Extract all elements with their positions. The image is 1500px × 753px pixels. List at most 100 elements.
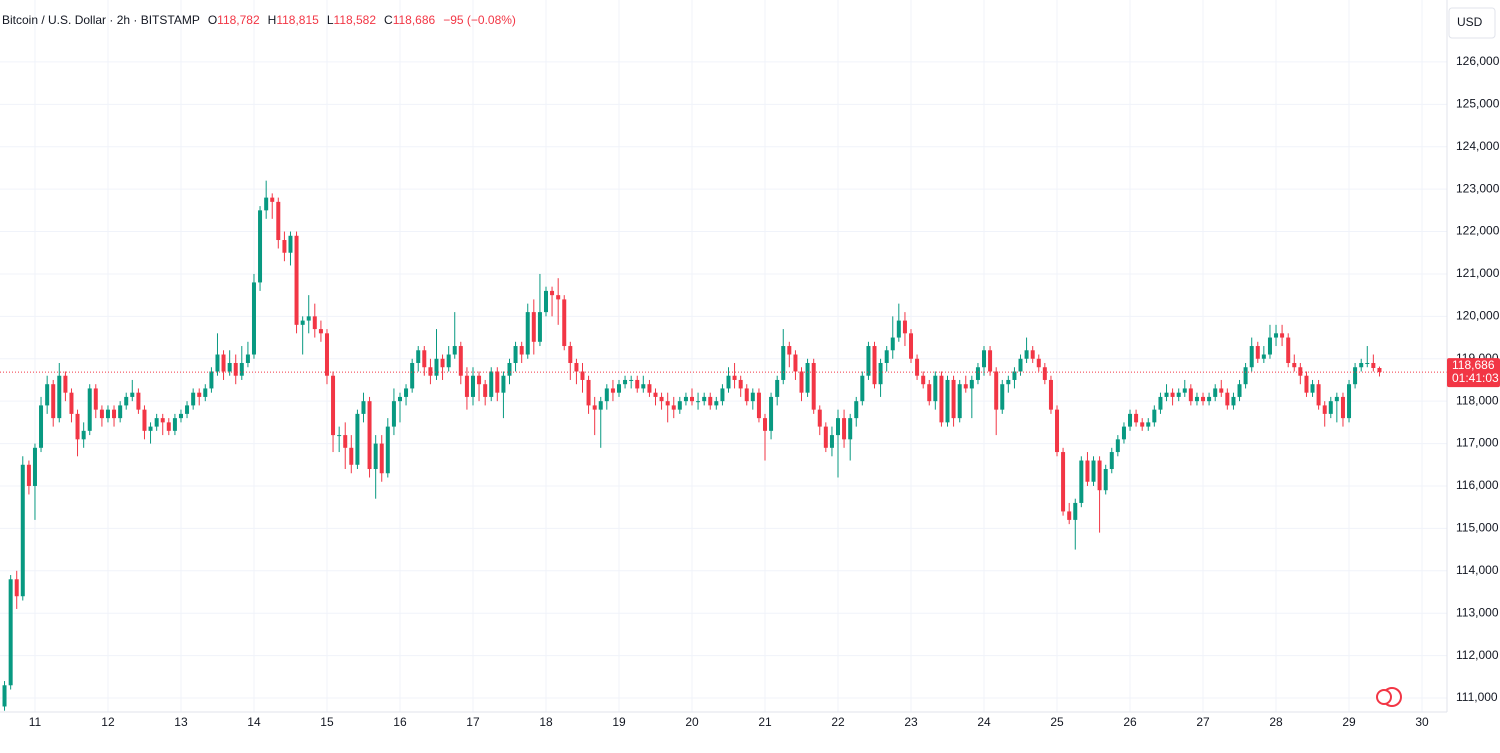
candle-body: [909, 333, 914, 359]
candle-body: [647, 384, 652, 393]
candle-body: [1292, 362, 1297, 368]
candle-body: [598, 401, 603, 410]
candle-body: [1267, 337, 1272, 355]
candle-body: [1182, 388, 1187, 393]
candle-body: [1353, 367, 1358, 385]
candle-body: [1000, 384, 1005, 410]
candle-body: [671, 405, 676, 410]
candle-body: [410, 362, 415, 389]
candle-body: [1018, 358, 1023, 372]
candle-body: [507, 362, 512, 376]
candle-body: [915, 358, 920, 376]
candle-body: [470, 375, 475, 397]
legend-key: C: [384, 13, 393, 27]
candle-body: [1225, 392, 1230, 406]
candle-body: [32, 447, 37, 486]
candle-body: [501, 375, 506, 393]
candle-body: [689, 396, 694, 402]
currency-box[interactable]: [1448, 7, 1496, 39]
candle-body: [1194, 396, 1199, 402]
candle-body: [20, 464, 25, 597]
candle-body: [708, 396, 713, 406]
candle-body: [1347, 384, 1352, 419]
candle-body: [337, 435, 342, 437]
candle-body: [1030, 350, 1035, 359]
candle-body: [1359, 362, 1364, 368]
candle-body: [982, 350, 987, 368]
candle-body: [215, 354, 220, 372]
candle-body: [781, 346, 786, 380]
candle-body: [1024, 350, 1029, 359]
candle-body: [112, 409, 117, 419]
candle-body: [568, 346, 573, 363]
candle-body: [172, 418, 177, 431]
candle-body: [604, 388, 609, 402]
candle-body: [1103, 469, 1108, 491]
candle-body: [683, 396, 688, 402]
candle-body: [1243, 367, 1248, 385]
candle-body: [239, 362, 244, 376]
y-tick-label: 125,000: [1456, 96, 1500, 110]
flag-circle: [1376, 689, 1392, 705]
candle-body: [209, 371, 214, 389]
candle-body: [1213, 388, 1218, 397]
candle-body: [1109, 452, 1114, 470]
candle-body: [836, 418, 841, 436]
candle-body: [1006, 379, 1011, 385]
candle-body: [270, 197, 275, 202]
candle-body: [166, 422, 171, 431]
candle-body: [203, 388, 208, 397]
candle-body: [848, 418, 853, 440]
candle-body: [75, 413, 80, 440]
candle-body: [738, 379, 743, 389]
candle-body: [556, 295, 561, 300]
candle-body: [495, 371, 500, 393]
candle-body: [361, 401, 366, 414]
candle-body: [890, 337, 895, 351]
candle-body: [1280, 333, 1285, 338]
candle-body: [312, 316, 317, 330]
candle-body: [483, 384, 488, 397]
candle-body: [185, 405, 190, 414]
candle-body: [951, 379, 956, 419]
candle-body: [829, 435, 834, 448]
candle-body: [136, 392, 141, 410]
candle-body: [1128, 413, 1133, 427]
candle-body: [1328, 401, 1333, 414]
candle-body: [63, 375, 68, 393]
candle-body: [610, 388, 615, 393]
candle-body: [1261, 354, 1266, 359]
candle-body: [769, 396, 774, 431]
candle-body: [787, 346, 792, 355]
y-tick-label: 115,000: [1456, 521, 1499, 535]
symbol-title: Bitcoin / U.S. Dollar · 2h · BITSTAMP: [2, 13, 200, 27]
candle-body: [428, 367, 433, 376]
candle-body: [349, 447, 354, 465]
candle-body: [726, 375, 731, 389]
x-tick-label: 13: [174, 715, 188, 729]
x-tick-label: 21: [758, 715, 772, 729]
candle-body: [823, 426, 828, 448]
candle-body: [227, 362, 232, 372]
x-tick-label: 14: [247, 715, 261, 729]
candle-body: [732, 375, 737, 380]
candle-body: [87, 388, 92, 431]
x-tick-label: 20: [685, 715, 699, 729]
x-tick-label: 19: [612, 715, 626, 729]
candle-body: [404, 388, 409, 397]
candle-body: [653, 392, 658, 397]
candle-body: [1201, 396, 1206, 402]
candle-body: [1231, 396, 1236, 406]
candle-body: [775, 379, 780, 397]
candle-body: [616, 384, 621, 393]
candle-body: [1146, 422, 1151, 427]
candle-body: [379, 443, 384, 474]
candle-body: [452, 346, 457, 355]
candle-body: [531, 312, 536, 342]
x-tick-label: 24: [977, 715, 991, 729]
candle-body: [988, 350, 993, 372]
candle-body: [458, 346, 463, 376]
x-tick-label: 23: [904, 715, 918, 729]
currency-label: USD: [1457, 15, 1483, 29]
